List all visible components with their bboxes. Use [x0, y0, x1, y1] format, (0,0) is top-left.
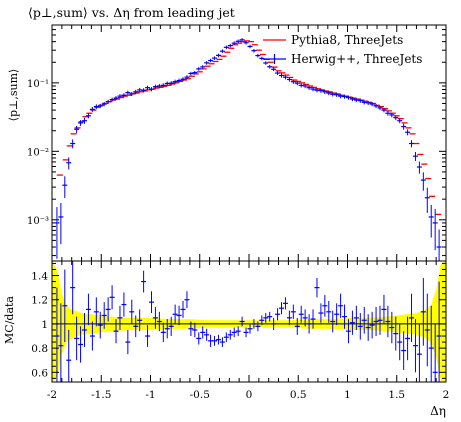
ratio-x-tick-label: 1.5: [388, 389, 405, 401]
main-series-layer: [54, 38, 442, 261]
ratio-x-tick-label: -1: [145, 389, 155, 401]
main-axis-ticks: 10⁻¹ 10⁻² 10⁻³: [27, 25, 447, 261]
main-panel: 10⁻¹ 10⁻² 10⁻³ ⟨p⊥,sum⟩ Pythia8, ThreeJets…: [7, 24, 447, 262]
ratio-panel: 0.6 0.8 1 1.2 1.4 -2 -1.5 -1 -0.5 0 0.5 1 1.5 2 MC/da…: [3, 260, 449, 418]
ratio-y-tick-label: 1.4: [31, 271, 48, 283]
ratio-x-tick-label: -1.5: [91, 389, 111, 401]
ratio-uncertainty-band-layer: [52, 261, 446, 382]
legend-herwig-label: Herwig++, ThreeJets: [291, 52, 422, 66]
ratio-x-tick-label: 0.5: [290, 389, 307, 401]
ratio-x-tick-label: 0: [246, 389, 253, 401]
ratio-x-tick-label: -0.5: [190, 389, 210, 401]
ratio-axis-ticks: 0.6 0.8 1 1.2 1.4 -2 -1.5 -1 -0.5 0 0.5 1 1.5 2: [31, 261, 449, 401]
main-y-label: ⟨p⊥,sum⟩: [7, 69, 20, 122]
ratio-x-tick-label: 1: [344, 389, 351, 401]
main-y-tick-label: 10⁻²: [27, 147, 49, 158]
ratio-y-tick-label: 0.8: [31, 343, 48, 355]
ratio-y-label: MC/data: [3, 296, 16, 344]
main-y-tick-label: 10⁻³: [27, 216, 49, 227]
ratio-series-layer: [54, 261, 442, 382]
ratio-x-tick-label: 2: [443, 389, 450, 401]
x-axis-label: Δη: [430, 404, 446, 418]
ratio-y-tick-label: 0.6: [31, 367, 48, 379]
ratio-uncertainty-band: [52, 261, 446, 382]
plot-title: ⟨p⊥,sum⟩ vs. Δη from leading jet: [28, 5, 235, 20]
main-y-tick-label: 10⁻¹: [27, 79, 49, 90]
ratio-x-tick-label: -2: [47, 389, 57, 401]
legend: Pythia8, ThreeJets Herwig++, ThreeJets: [263, 33, 422, 66]
ratio-y-tick-label: 1.2: [31, 295, 48, 307]
legend-pythia8-label: Pythia8, ThreeJets: [291, 33, 403, 47]
ratio-y-tick-label: 1: [41, 319, 48, 331]
